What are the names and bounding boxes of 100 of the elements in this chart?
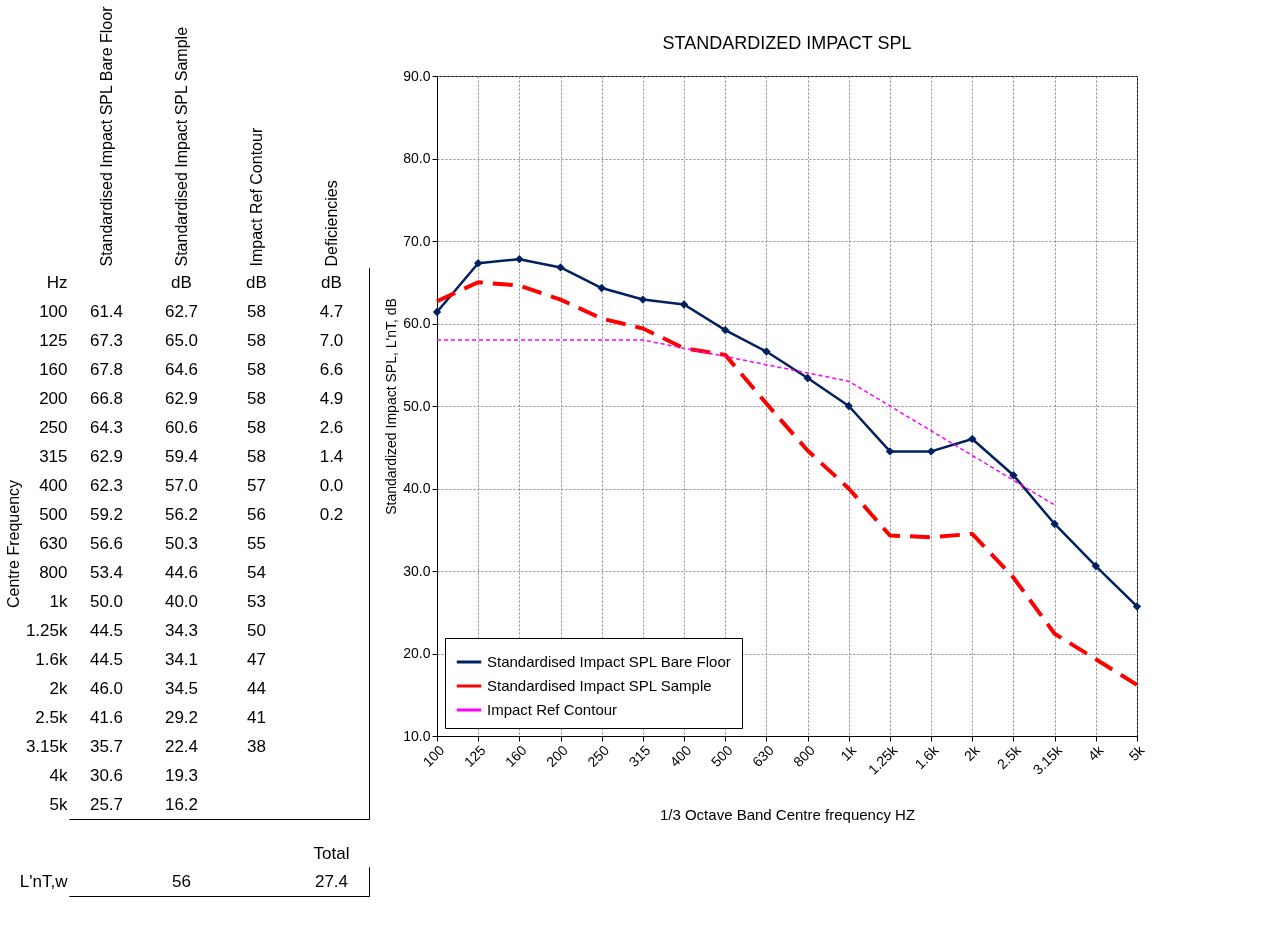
data-label: 0.0 <box>319 475 344 495</box>
data-label: 41.6 <box>89 707 124 727</box>
data-label: 34.3 <box>164 620 199 640</box>
legend-label: Impact Ref Contour <box>487 701 618 718</box>
data-label: 62.9 <box>89 446 124 466</box>
y-tick-label: 50.0 <box>403 397 431 414</box>
y-tick-label: 90.0 <box>403 67 431 84</box>
y-tick-label: 1k <box>49 591 68 611</box>
data-label: 47 <box>247 649 266 669</box>
data-label: 54 <box>247 562 266 582</box>
data-label: 40.0 <box>164 591 199 611</box>
data-label: 6.6 <box>319 359 344 379</box>
legend-label: Standardised Impact SPL Bare Floor <box>487 653 731 670</box>
chart-title: STANDARDIZED IMPACT SPL <box>662 33 912 53</box>
data-label: 44.5 <box>89 649 124 669</box>
data-label: 56.6 <box>89 533 124 553</box>
y-tick-label: 630 <box>39 533 68 553</box>
y-tick-label: 1.6k <box>35 649 68 669</box>
data-label: 60.6 <box>164 417 199 437</box>
point <box>968 434 977 444</box>
data-label: 66.8 <box>89 388 124 408</box>
data-label: 58 <box>247 359 266 379</box>
data-label: 55 <box>247 533 266 553</box>
x-tick-label: 1.6k <box>911 741 943 773</box>
data-label: 67.8 <box>89 359 124 379</box>
point <box>473 259 483 268</box>
x-tick-label: 4k <box>1084 741 1107 764</box>
data-label: 16.2 <box>164 794 199 814</box>
data-label: 44.5 <box>89 620 124 640</box>
data-label: 58 <box>247 330 266 350</box>
data-label: 34.5 <box>164 678 199 698</box>
y-tick-label: 125 <box>39 330 68 350</box>
y-tick-label: 800 <box>39 562 68 582</box>
point <box>556 263 565 272</box>
legend-label: Standardised Impact SPL Sample <box>487 677 712 694</box>
y-tick-label: L'nT,w <box>19 871 69 891</box>
y-tick-label: 500 <box>39 504 68 524</box>
data-label: 0.2 <box>319 504 344 524</box>
x-tick-label: 125 <box>460 741 489 770</box>
text: dB <box>171 272 192 292</box>
data-label: 57 <box>247 475 266 495</box>
point <box>1091 561 1101 571</box>
data-label: 7.0 <box>319 330 344 350</box>
y-tick-label: 250 <box>39 417 68 437</box>
data-label: 1.4 <box>319 446 344 466</box>
data-label: 50.0 <box>89 591 124 611</box>
data-label: 67.3 <box>89 330 124 350</box>
data-label: 57.0 <box>164 475 199 495</box>
data-label: 46.0 <box>89 678 124 698</box>
data-label: 58 <box>247 301 266 321</box>
data-label: 30.6 <box>89 765 124 785</box>
point <box>1132 602 1142 611</box>
y-tick-label: 100 <box>39 301 68 321</box>
x-axis-title: 1/3 Octave Band Centre frequency HZ <box>659 805 916 823</box>
data-label: 58 <box>247 446 266 466</box>
x-tick-label: 400 <box>666 741 695 770</box>
data-label: 56 <box>247 504 266 524</box>
data-label: 62.9 <box>164 388 199 408</box>
data-label: 61.4 <box>89 301 124 321</box>
point <box>1050 519 1059 529</box>
data-label: 4.7 <box>319 301 344 321</box>
data-label: 29.2 <box>164 707 199 727</box>
y-tick-label: 40.0 <box>403 480 431 496</box>
point <box>885 447 895 456</box>
x-tick-label: 200 <box>543 741 572 770</box>
x-tick-label: 5k <box>1125 741 1149 764</box>
y-tick-label: 70.0 <box>403 232 431 249</box>
point <box>926 447 936 456</box>
data-label: 50.3 <box>164 533 199 553</box>
y-tick-label: 400 <box>39 475 68 495</box>
point <box>803 373 812 383</box>
y-tick-label: 2k <box>49 678 68 698</box>
data-label: 4.9 <box>319 388 344 408</box>
x-tick-label: 630 <box>748 741 777 770</box>
point <box>1009 471 1018 480</box>
data-label: 44 <box>247 678 266 698</box>
point <box>597 283 606 293</box>
data-label: 2.6 <box>319 417 344 437</box>
data-label: 64.6 <box>164 359 199 379</box>
data-label: 25.7 <box>89 794 124 814</box>
x-tick-label: 160 <box>501 741 530 770</box>
y-tick-label: 1.25k <box>25 620 68 640</box>
y-tick-label: 10.0 <box>403 727 431 744</box>
data-label: 59.2 <box>89 504 124 524</box>
line-series <box>436 339 1056 506</box>
data-label: 50 <box>247 620 266 640</box>
x-tick-label: Impact Ref Contour <box>247 127 265 267</box>
y-tick-label: 5k <box>49 794 68 814</box>
point <box>762 347 771 356</box>
data-label: 59.4 <box>164 446 199 466</box>
data-label: 58 <box>247 388 266 408</box>
x-tick-label: 500 <box>707 741 736 770</box>
data-label: 38 <box>247 736 266 756</box>
y-tick-label: Hz <box>46 272 68 292</box>
data-label: 56 <box>172 871 191 891</box>
x-tick-label: 1k <box>837 741 860 764</box>
data-label: 27.4 <box>314 871 349 891</box>
data-label: 22.4 <box>164 736 199 756</box>
data-label: 62.7 <box>164 301 199 321</box>
y-tick-label: 80.0 <box>403 150 431 166</box>
